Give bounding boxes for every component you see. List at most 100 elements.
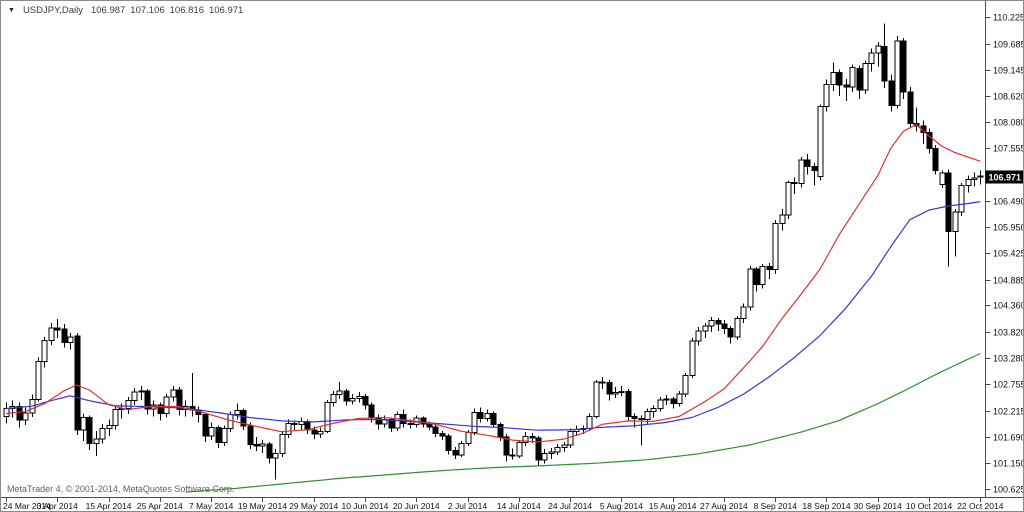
bull-candle-body <box>48 327 55 341</box>
bear-candle-body <box>266 443 273 459</box>
chart-menu-icon[interactable]: ▼ <box>8 6 15 14</box>
price-tick-label: 104.885 <box>993 276 1023 286</box>
quote-high: 107.106 <box>130 4 165 16</box>
bear-candle-body <box>74 335 81 431</box>
bull-candle-body <box>676 393 683 405</box>
bear-candle-body <box>311 429 318 435</box>
bull-candle-body <box>567 431 574 446</box>
time-tick-label: 24 Mar 2014 <box>3 501 51 511</box>
bear-candle-body <box>670 398 677 405</box>
bear-candle-body <box>362 395 369 406</box>
moving-average-lines <box>5 123 981 493</box>
bear-candle-body <box>721 323 728 329</box>
price-tick-label: 108.080 <box>993 118 1023 128</box>
bear-candle-body <box>715 320 722 325</box>
bull-candle-body <box>561 444 568 448</box>
ohlc-quote: 106.987 107.106 106.816 106.971 <box>91 5 243 16</box>
bull-candle-body <box>125 400 132 410</box>
bull-candle-body <box>663 398 670 401</box>
bull-candle-body <box>356 395 363 399</box>
bull-candle-body <box>894 40 901 107</box>
price-tick-label: 107.555 <box>993 144 1023 154</box>
bull-candle-body <box>285 422 292 436</box>
bull-candle-body <box>644 411 651 420</box>
bull-candle-body <box>208 426 215 437</box>
bull-candle-body <box>830 71 837 86</box>
bear-candle-body <box>215 426 222 444</box>
price-marker-box <box>985 170 1023 184</box>
price-tick-label: 101.690 <box>993 433 1023 443</box>
bear-candle-body <box>54 327 61 331</box>
bear-candle-body <box>86 416 93 445</box>
time-tick-label: 30 Sep 2014 <box>854 501 902 511</box>
bull-candle-body <box>3 408 10 417</box>
quote-open: 106.987 <box>90 4 126 16</box>
bull-candle-body <box>708 320 715 327</box>
bear-candle-body <box>907 91 914 124</box>
time-tick-label: 3 Apr 2014 <box>37 501 78 511</box>
bull-candle-body <box>593 381 600 417</box>
bear-candle-body <box>439 433 446 437</box>
bear-candle-body <box>144 390 151 410</box>
bear-candle-body <box>888 80 895 106</box>
candlesticks <box>3 23 984 480</box>
bear-candle-body <box>900 40 907 93</box>
bull-candle-body <box>618 390 625 393</box>
price-tick-label: 108.620 <box>993 92 1023 102</box>
ma-fast-red <box>5 123 981 443</box>
bear-candle-body <box>766 266 773 270</box>
time-tick-label: 20 Jun 2014 <box>393 501 440 511</box>
price-tick-label: 105.425 <box>993 249 1023 259</box>
bull-candle-body <box>849 66 856 88</box>
time-tick-label: 5 Aug 2014 <box>600 501 643 511</box>
bull-candle-body <box>35 360 42 400</box>
quote-low: 106.816 <box>169 4 204 16</box>
bull-candle-body <box>516 442 523 457</box>
price-tick-label: 103.820 <box>993 328 1023 338</box>
bull-candle-body <box>471 412 478 434</box>
bear-candle-body <box>535 437 542 461</box>
bull-candle-body <box>554 446 561 453</box>
bull-candle-body <box>862 62 869 91</box>
bear-candle-body <box>856 67 863 91</box>
bear-candle-body <box>599 381 606 384</box>
bear-candle-body <box>727 327 734 338</box>
bear-candle-body <box>836 71 843 86</box>
bull-candle-body <box>965 178 972 186</box>
bull-candle-body <box>221 427 228 444</box>
price-tick-label: 102.755 <box>993 380 1023 390</box>
price-tick-label: 104.360 <box>993 301 1023 311</box>
time-tick-label: 7 May 2014 <box>189 501 234 511</box>
bull-candle-body <box>657 399 664 410</box>
bear-candle-body <box>388 418 395 429</box>
bear-candle-body <box>503 436 510 456</box>
bull-candle-body <box>682 375 689 395</box>
bear-candle-body <box>368 404 375 418</box>
bull-candle-body <box>939 172 946 185</box>
bear-candle-body <box>452 449 459 456</box>
time-tick-label: 29 May 2014 <box>289 501 338 511</box>
bull-candle-body <box>67 336 74 344</box>
symbol-timeframe-label: USDJPY,Daily <box>22 4 83 16</box>
bear-candle-body <box>881 46 888 82</box>
time-tick-label: 19 May 2014 <box>238 501 287 511</box>
bull-candle-body <box>93 438 100 445</box>
time-tick-label: 27 Aug 2014 <box>700 501 748 511</box>
bull-candle-body <box>759 266 766 286</box>
price-axis[interactable]: 110.225 109.685 109.145 108.620 108.080 107.5… <box>985 1 1024 497</box>
bull-candle-body <box>99 427 106 440</box>
bull-candle-body <box>798 159 805 184</box>
bull-candle-body <box>734 318 741 338</box>
price-marker-label: 106.971 <box>989 172 1022 182</box>
bull-candle-body <box>131 391 138 402</box>
bear-candle-body <box>253 444 260 447</box>
bull-candle-body <box>22 412 29 421</box>
bear-candle-body <box>61 328 68 344</box>
bull-candle-body <box>650 408 657 413</box>
bear-candle-body <box>240 410 247 427</box>
bear-candle-body <box>304 420 311 431</box>
time-tick-label: 15 Apr 2014 <box>86 501 132 511</box>
